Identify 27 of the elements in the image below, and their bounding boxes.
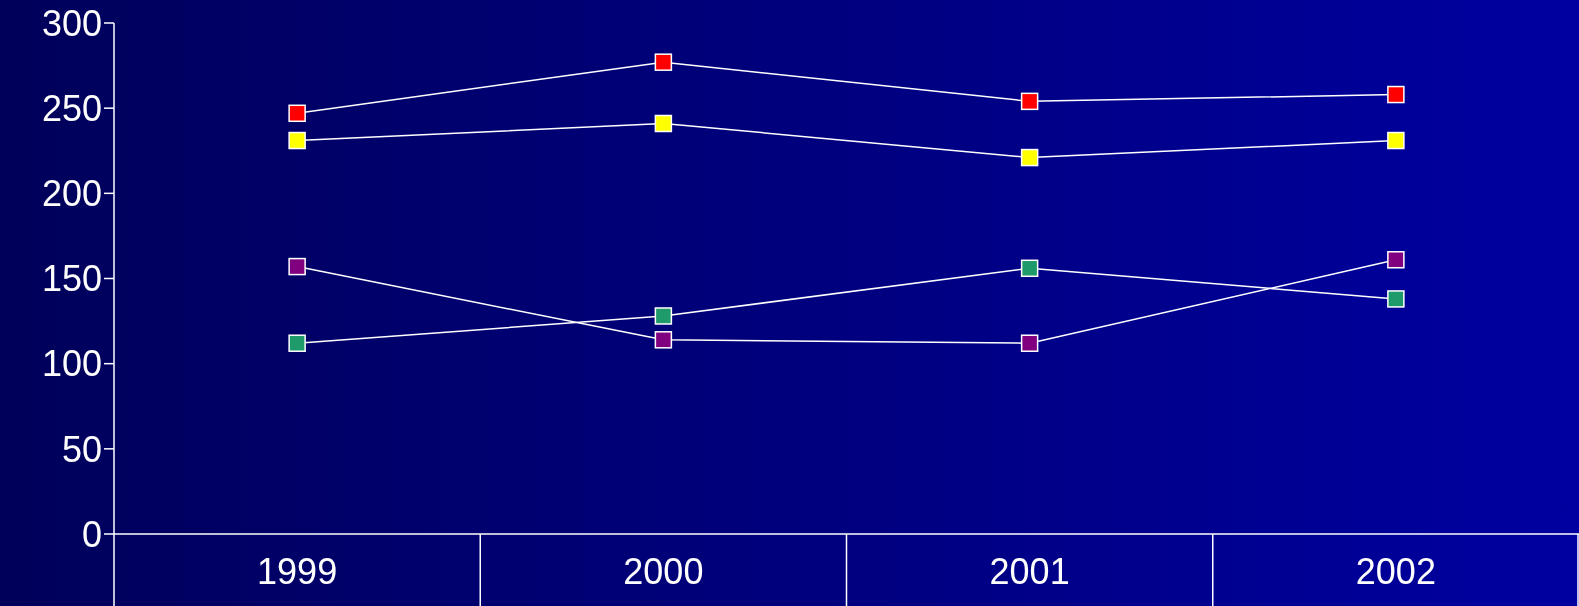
x-tick-label: 1999 (257, 551, 338, 592)
point (1387, 131, 1405, 150)
point (654, 53, 673, 71)
y-tick-label: 50 (61, 428, 102, 470)
point (288, 334, 306, 352)
y-tick-label: 300 (41, 2, 102, 44)
point (1020, 92, 1039, 111)
point (654, 307, 673, 325)
x-tick-label: 2000 (623, 551, 704, 592)
y-tick-label: 150 (41, 258, 102, 300)
point (1020, 259, 1039, 278)
point (288, 104, 306, 123)
y-tick-label: 200 (41, 173, 102, 215)
point (654, 114, 673, 133)
x-tick-label: 2002 (1355, 551, 1436, 592)
point (288, 257, 306, 276)
point (1387, 251, 1405, 269)
point (288, 131, 306, 150)
point (1020, 148, 1039, 167)
point (1020, 334, 1039, 352)
point (1387, 290, 1405, 308)
y-tick-label: 250 (41, 87, 102, 129)
y-tick-label: 100 (41, 343, 102, 385)
y-tick-label: 0 (81, 513, 102, 555)
point (654, 331, 673, 349)
point (1387, 85, 1405, 104)
x-tick-label: 2001 (989, 551, 1070, 592)
